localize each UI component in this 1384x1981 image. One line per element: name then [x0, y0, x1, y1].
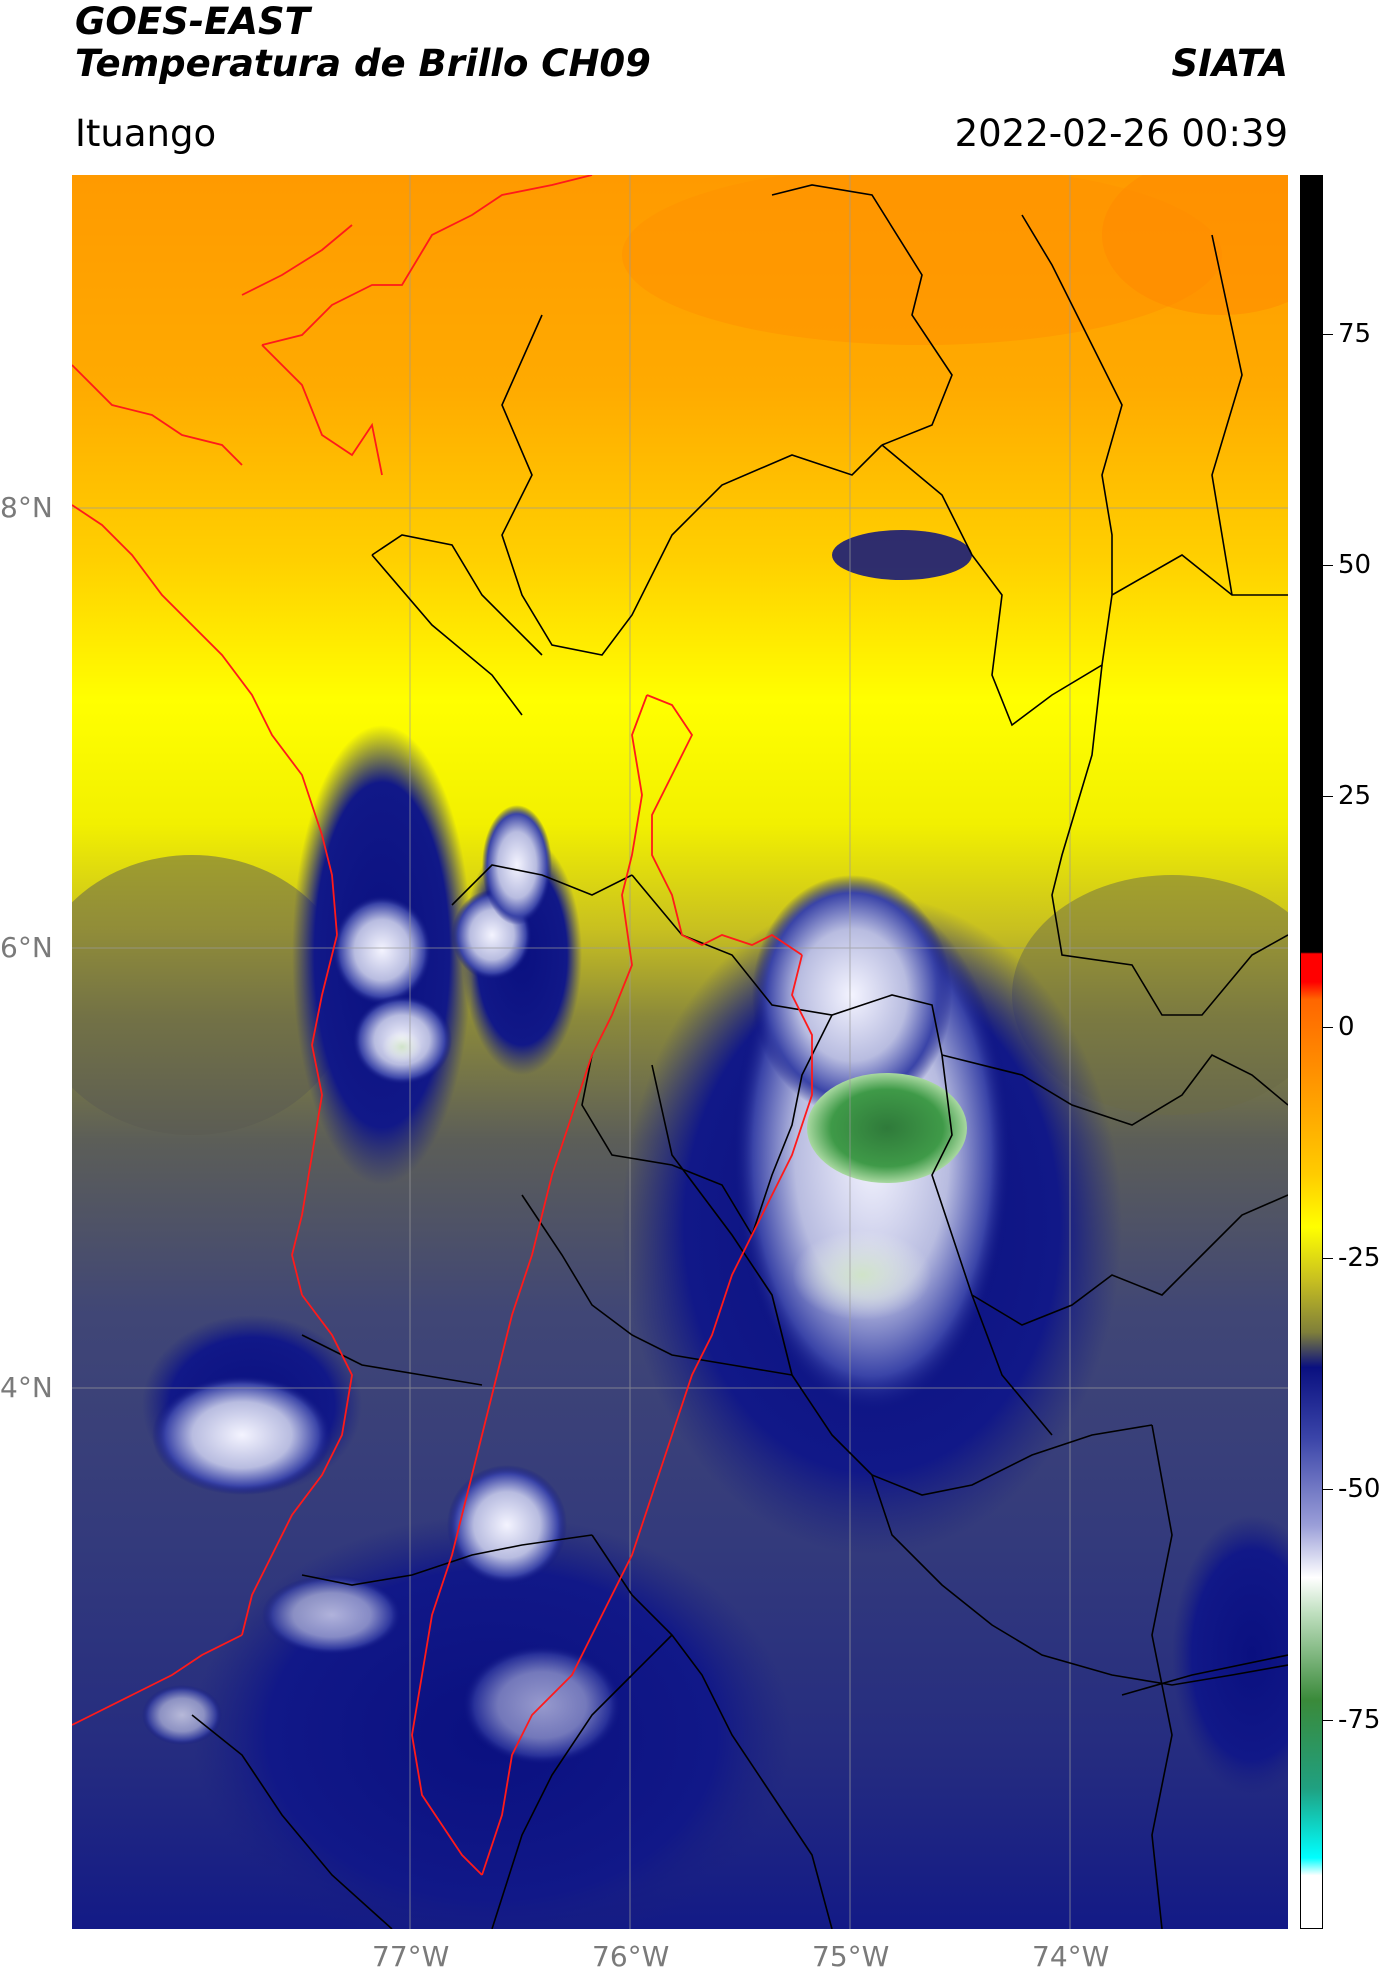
lon-label-75w: 75°W [812, 1940, 890, 1973]
colorbar-label-minus25: -25 [1338, 1243, 1381, 1273]
lat-label-4n: 4°N [0, 1371, 53, 1404]
lon-label-77w: 77°W [372, 1940, 450, 1973]
colorbar [1300, 175, 1323, 1929]
department-borders [191, 184, 1288, 1929]
lat-label-8n: 8°N [0, 491, 53, 524]
lat-label-6n: 6°N [0, 931, 53, 964]
datetime-label: 2022-02-26 00:39 [954, 112, 1288, 155]
colorbar-tick [1323, 1720, 1333, 1721]
colorbar-tick [1323, 1489, 1333, 1490]
organization-label: SIATA [1171, 42, 1288, 85]
product-title: Temperatura de Brillo CH09 [75, 42, 651, 85]
lon-label-76w: 76°W [592, 1940, 670, 1973]
region-borders [72, 175, 813, 1876]
colorbar-label-25: 25 [1338, 781, 1372, 811]
colorbar-tick [1323, 1258, 1333, 1259]
colorbar-tick [1323, 1027, 1333, 1028]
colorbar-tick [1323, 796, 1333, 797]
colorbar-label-minus50: -50 [1338, 1474, 1381, 1504]
colorbar-tick [1323, 334, 1333, 335]
brightness-temperature-map [72, 175, 1288, 1929]
map-panel [72, 175, 1288, 1929]
colorbar-tick [1323, 565, 1333, 566]
colorbar-label-75: 75 [1338, 319, 1372, 349]
colorbar-label-minus75: -75 [1338, 1705, 1381, 1735]
region-label: Ituango [75, 112, 217, 155]
lon-label-74w: 74°W [1032, 1940, 1110, 1973]
colorbar-label-0: 0 [1338, 1012, 1355, 1042]
satellite-title: GOES-EAST [75, 0, 310, 43]
colorbar-label-50: 50 [1338, 550, 1372, 580]
graticule [72, 175, 1288, 1929]
